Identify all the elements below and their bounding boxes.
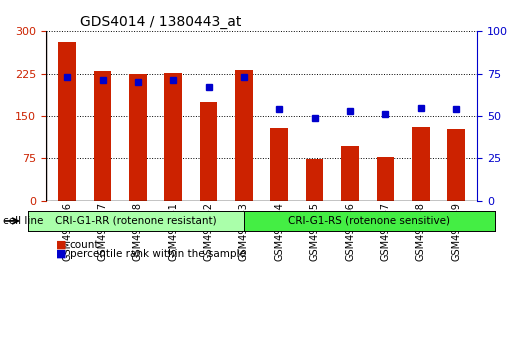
Text: cell line: cell line — [3, 216, 43, 226]
Bar — [447, 129, 465, 201]
Bar — [377, 156, 394, 201]
Bar — [164, 73, 182, 201]
Bar — [270, 129, 288, 201]
Bar — [341, 146, 359, 201]
Bar — [59, 41, 76, 201]
Text: percentile rank within the sample: percentile rank within the sample — [70, 249, 245, 259]
Bar — [235, 70, 253, 201]
Text: count: count — [70, 240, 99, 250]
Bar — [306, 159, 324, 201]
Bar — [412, 127, 429, 201]
Bar — [129, 74, 147, 201]
Text: ■: ■ — [56, 249, 67, 259]
Bar — [200, 102, 218, 201]
Text: CRI-G1-RS (rotenone sensitive): CRI-G1-RS (rotenone sensitive) — [289, 216, 450, 226]
Text: ■: ■ — [56, 240, 67, 250]
Bar — [94, 71, 111, 201]
Text: GDS4014 / 1380443_at: GDS4014 / 1380443_at — [81, 15, 242, 29]
Text: CRI-G1-RR (rotenone resistant): CRI-G1-RR (rotenone resistant) — [55, 216, 217, 226]
